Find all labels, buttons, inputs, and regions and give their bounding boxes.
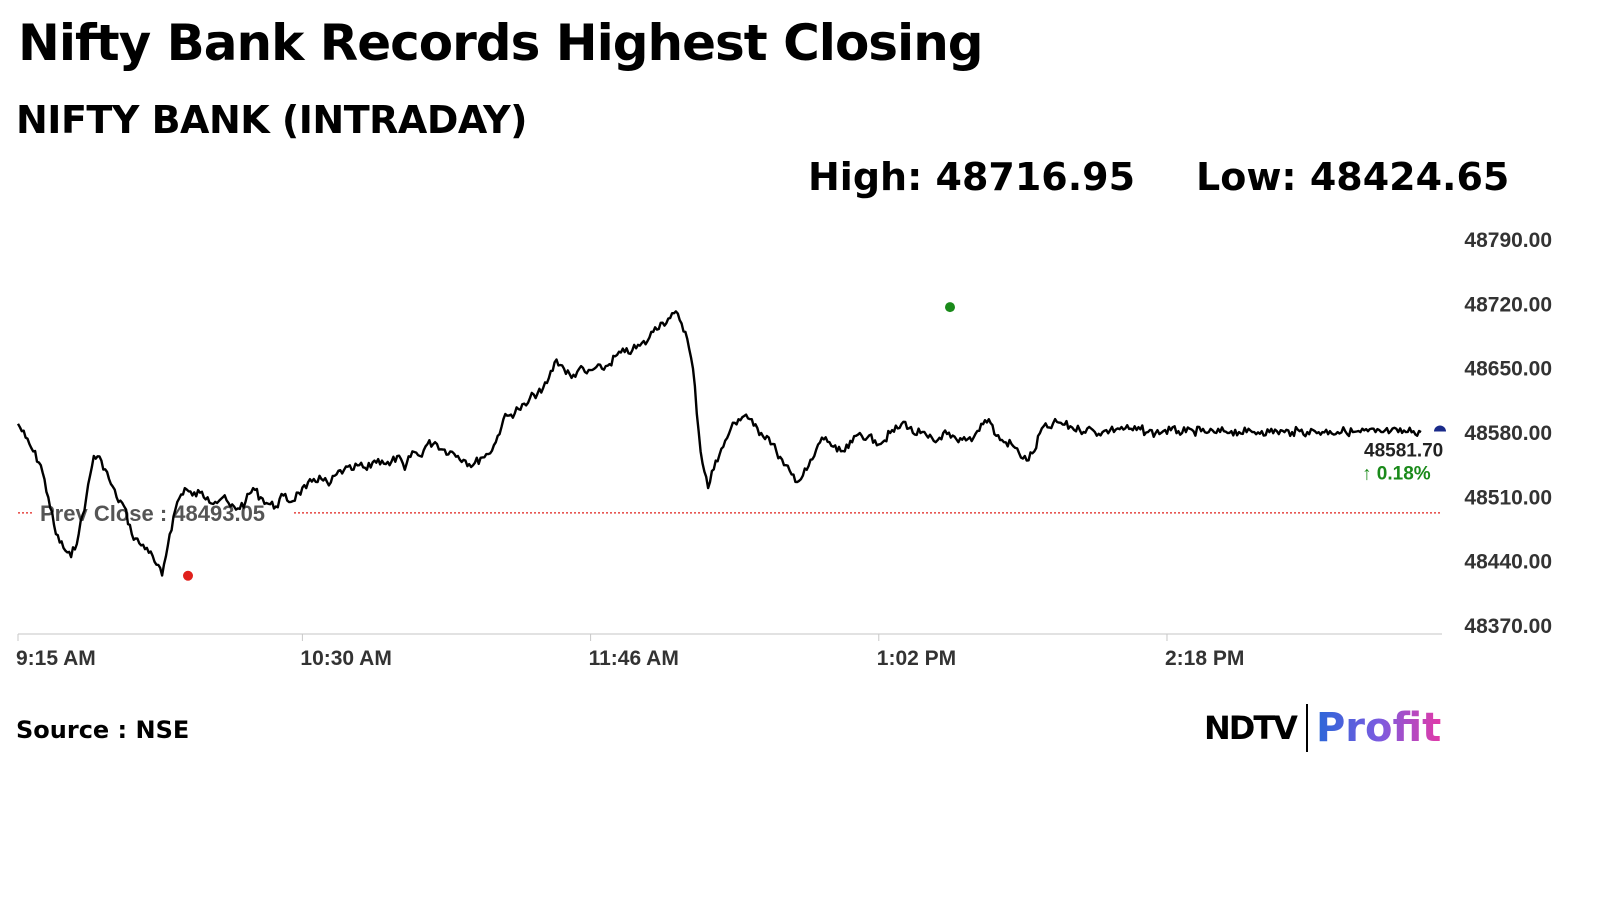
page-title: Nifty Bank Records Highest Closing	[18, 14, 984, 72]
x-tick-label: 2:18 PM	[1165, 647, 1244, 670]
chart-subtitle: NIFTY BANK (INTRADAY)	[16, 98, 528, 142]
y-tick-label: 48790.00	[1464, 229, 1552, 252]
ndtv-profit-logo: NDTV Profit	[1204, 700, 1441, 756]
high-value-label: High: 48716.95	[808, 155, 1136, 199]
brand-profit-text: Profit	[1315, 705, 1442, 751]
prev-close-label: Prev Close : 48493.05	[40, 501, 265, 526]
brand-separator	[1305, 704, 1308, 752]
x-tick-label: 9:15 AM	[16, 647, 96, 670]
y-axis-ticks: 48790.00 48720.00 48650.00 48580.00 48510.00…	[1464, 229, 1552, 638]
source-note: Source : NSE	[16, 716, 190, 744]
y-tick-label: 48440.00	[1464, 551, 1552, 574]
x-tick-label: 10:30 AM	[300, 647, 391, 670]
high-point-marker	[945, 302, 955, 313]
y-tick-label: 48370.00	[1464, 615, 1552, 638]
y-tick-label: 48580.00	[1464, 422, 1552, 445]
brand-ndtv-text: NDTV	[1204, 709, 1298, 747]
low-value-label: Low: 48424.65	[1196, 155, 1510, 199]
y-tick-label: 48650.00	[1464, 358, 1552, 381]
x-axis-ticks: 9:15 AM 10:30 AM 11:46 AM 1:02 PM 2:18 PM	[16, 634, 1244, 670]
y-tick-label: 48720.00	[1464, 293, 1552, 316]
last-value-label: 48581.70	[1364, 440, 1443, 461]
series-line-nifty-bank	[16, 310, 1422, 577]
prev-close-label-background	[32, 498, 294, 527]
last-value-marker	[1434, 425, 1446, 432]
low-point-marker	[183, 570, 193, 581]
change-percent-label: ↑ 0.18%	[1362, 463, 1431, 484]
x-tick-label: 1:02 PM	[877, 647, 956, 670]
x-tick-label: 11:46 AM	[589, 647, 679, 670]
y-tick-label: 48510.00	[1464, 486, 1552, 509]
